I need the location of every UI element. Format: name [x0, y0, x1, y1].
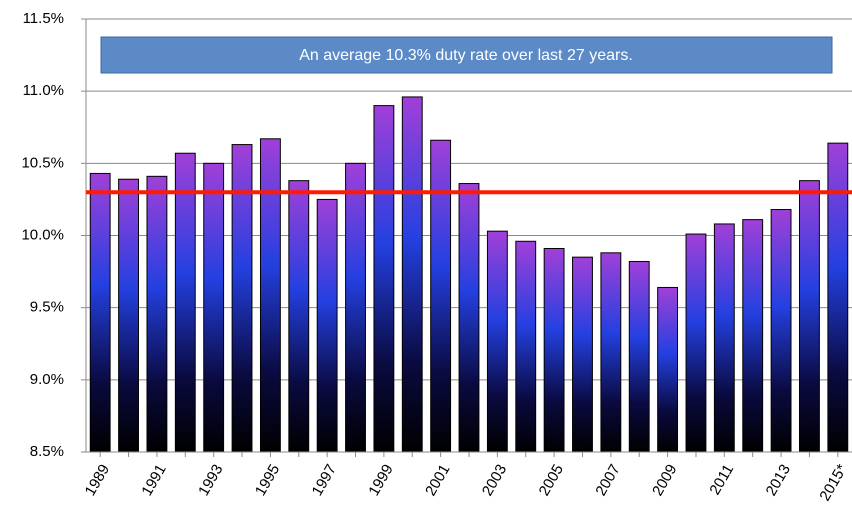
- bar: [657, 286, 679, 453]
- x-tick-label: 2011: [706, 461, 737, 497]
- bar: [713, 223, 735, 453]
- bar: [685, 233, 707, 453]
- bar: [628, 260, 650, 453]
- y-tick-label: 11.5%: [23, 10, 64, 27]
- y-tick-label: 9.5%: [30, 299, 64, 316]
- y-tick-label: 11.0%: [23, 82, 64, 99]
- y-tick-label: 10.5%: [21, 154, 64, 171]
- bar: [515, 240, 537, 453]
- bar: [146, 175, 168, 453]
- x-tick-label: 2009: [649, 461, 680, 498]
- bar: [89, 172, 111, 453]
- bar: [770, 209, 792, 453]
- bar: [799, 180, 820, 453]
- x-tick-label: 2001: [422, 461, 453, 498]
- y-tick-label: 9.0%: [30, 371, 64, 388]
- x-tick-label: 1995: [252, 461, 283, 498]
- annotation-box: [100, 36, 833, 74]
- x-tick-label: 1999: [365, 461, 396, 498]
- x-tick-label: 1989: [82, 461, 113, 498]
- x-tick-label: 2015*: [816, 461, 850, 504]
- bar: [600, 252, 622, 453]
- bar: [572, 256, 593, 453]
- x-tick-label: 1991: [138, 461, 169, 498]
- bar: [203, 162, 225, 453]
- annotation: An average 10.3% duty rate over last 27 …: [299, 47, 633, 64]
- x-tick-label: 1993: [195, 461, 226, 498]
- bar: [430, 139, 452, 453]
- x-tick-label: 2013: [763, 461, 794, 498]
- bar: [118, 178, 139, 453]
- y-tick-label: 10.0%: [21, 226, 64, 243]
- bar: [174, 152, 196, 453]
- bar: [316, 198, 338, 453]
- bar: [373, 105, 395, 453]
- bar: [458, 183, 480, 453]
- x-tick-label: 1997: [309, 461, 340, 498]
- bar: [827, 142, 849, 453]
- bar: [486, 230, 508, 453]
- y-tick-label: 8.5%: [30, 443, 64, 460]
- bar: [543, 247, 565, 453]
- x-tick-label: 2005: [536, 461, 567, 498]
- bar: [259, 138, 281, 453]
- bar: [401, 96, 423, 453]
- x-tick-label: 2007: [592, 461, 623, 498]
- bar: [288, 180, 310, 453]
- bar: [742, 219, 764, 453]
- x-tick-label: 2003: [479, 461, 510, 498]
- bar: [345, 162, 366, 453]
